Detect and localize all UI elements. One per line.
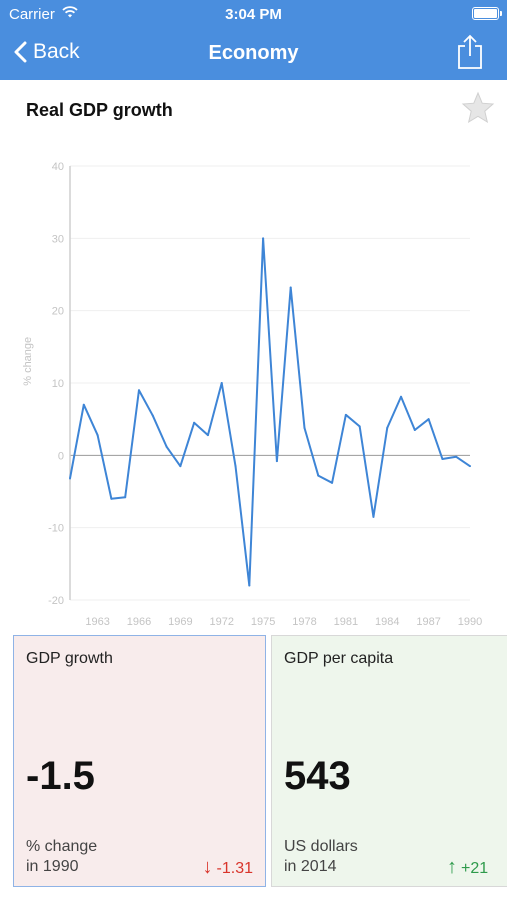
x-tick-label: 1990 <box>458 616 482 628</box>
battery-icon <box>472 7 502 20</box>
data-point <box>455 455 458 458</box>
data-point <box>262 237 265 240</box>
data-point <box>124 496 127 499</box>
data-point <box>331 481 334 484</box>
data-point <box>441 457 444 460</box>
nav-row: Back Economy <box>0 28 507 80</box>
x-tick-label: 1963 <box>85 616 109 628</box>
x-tick-label: 1981 <box>334 616 358 628</box>
data-point <box>344 413 347 416</box>
data-point <box>317 474 320 477</box>
card-label: GDP growth <box>26 650 113 667</box>
data-point <box>469 465 471 468</box>
x-tick-label: 1975 <box>251 616 275 628</box>
data-point <box>400 395 403 398</box>
y-tick-label: 30 <box>52 233 64 245</box>
card-value: 543 <box>284 754 351 798</box>
share-icon[interactable] <box>455 34 485 70</box>
data-point <box>289 286 292 289</box>
series-line <box>69 237 471 587</box>
data-point <box>372 515 375 518</box>
data-point <box>427 418 430 421</box>
carrier-label: Carrier <box>9 6 55 23</box>
y-tick-label: 10 <box>52 378 64 390</box>
gdp-growth-chart: 40 30 20 10 0 -10 -20 1963 1966 1969 1972 1975 1978 1… <box>22 161 482 628</box>
card-period: in 1990 <box>26 858 79 875</box>
card-change: ↑ +21 <box>447 856 488 879</box>
x-tick-label: 1972 <box>209 616 233 628</box>
data-point <box>303 426 306 429</box>
x-tick-label: 1969 <box>168 616 192 628</box>
status-bar: Carrier 3:04 PM <box>0 0 507 28</box>
card-change-value: +21 <box>461 860 489 877</box>
data-point <box>179 465 182 468</box>
x-tick-label: 1966 <box>127 616 151 628</box>
data-point <box>151 414 154 417</box>
navigation-bar: Carrier 3:04 PM Back Economy <box>0 0 507 80</box>
gdp-per-capita-card[interactable]: GDP per capita 543 US dollars in 2014 ↑ +… <box>271 635 507 887</box>
back-label: Back <box>33 40 80 63</box>
data-point <box>234 465 237 468</box>
x-tick-label: 1984 <box>375 616 399 628</box>
data-point <box>248 584 251 587</box>
card-unit: US dollars <box>284 838 358 855</box>
data-point <box>96 434 99 437</box>
wifi-icon <box>62 6 78 18</box>
data-point <box>193 421 196 424</box>
data-point <box>386 426 389 429</box>
y-axis-label: % change <box>22 337 34 386</box>
back-button[interactable]: Back <box>14 36 80 68</box>
chevron-left-icon <box>14 41 27 63</box>
data-point <box>82 403 85 406</box>
data-point <box>69 477 71 480</box>
data-point <box>206 434 209 437</box>
data-point <box>220 382 223 384</box>
y-tick-label: 20 <box>52 306 64 318</box>
indicator-title: Real GDP growth <box>26 100 173 120</box>
card-value: -1.5 <box>26 754 95 798</box>
x-tick-label: 1978 <box>292 616 316 628</box>
card-label: GDP per capita <box>284 650 394 667</box>
data-point <box>275 460 278 463</box>
star-icon[interactable] <box>461 91 495 125</box>
card-unit: % change <box>26 838 98 855</box>
data-point <box>413 429 416 432</box>
data-point <box>110 497 113 500</box>
data-point <box>358 425 361 428</box>
card-change: ↓ -1.31 <box>203 856 253 879</box>
card-period: in 2014 <box>284 858 337 875</box>
card-change-value: -1.31 <box>216 860 253 877</box>
y-tick-label: 0 <box>58 450 64 462</box>
data-point <box>165 445 168 448</box>
data-point <box>137 389 140 392</box>
gdp-growth-card[interactable]: GDP growth -1.5 % change in 1990 ↓ -1.31 <box>13 635 266 887</box>
arrow-up-icon: ↑ <box>447 856 457 878</box>
y-tick-label: 40 <box>52 161 64 173</box>
y-tick-label: -10 <box>48 523 64 535</box>
arrow-down-icon: ↓ <box>202 856 213 878</box>
status-time: 3:04 PM <box>225 6 282 23</box>
x-tick-label: 1987 <box>416 616 440 628</box>
y-tick-label: -20 <box>48 595 64 607</box>
